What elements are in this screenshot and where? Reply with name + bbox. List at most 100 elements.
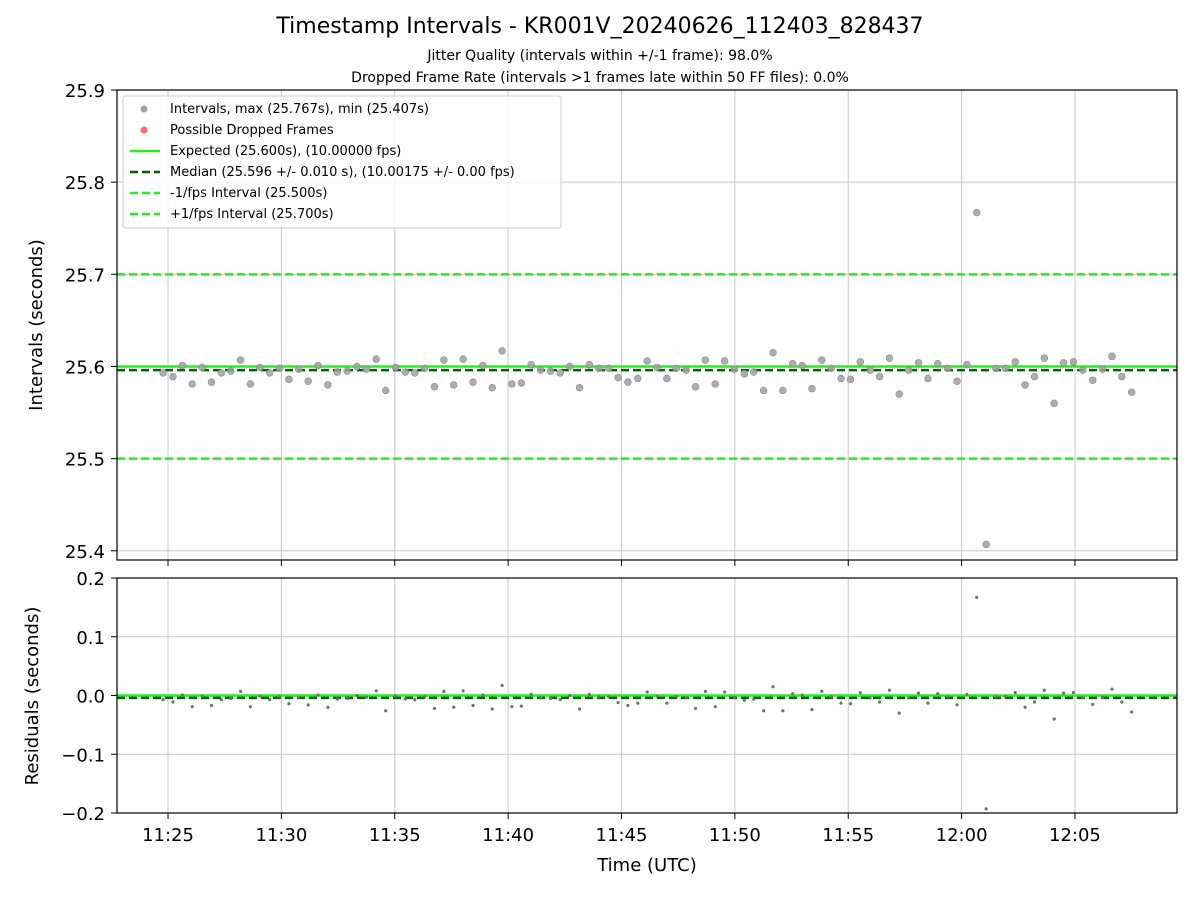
- residual-point: [761, 709, 766, 713]
- residual-point: [461, 689, 465, 693]
- residual-point: [1110, 687, 1114, 691]
- residual-point: [752, 697, 756, 701]
- interval-point: [730, 365, 739, 373]
- residuals-y-axis-label: Residuals (seconds): [22, 607, 43, 786]
- intervals-reference-lines: [117, 273, 1177, 460]
- interval-point: [808, 384, 816, 393]
- interval-point: [720, 357, 729, 365]
- interval-point: [846, 375, 855, 384]
- intervals-x-ticks: [167, 560, 1076, 566]
- residual-point: [326, 705, 330, 709]
- interval-point: [837, 374, 845, 383]
- x-tick-label: 11:55: [822, 825, 874, 846]
- residual-point: [529, 692, 533, 696]
- interval-point: [459, 355, 467, 363]
- residual-point: [500, 683, 504, 688]
- interval-point: [304, 377, 312, 385]
- residual-point: [655, 694, 659, 698]
- interval-point: [333, 368, 342, 376]
- intervals-y-tick-label: 25.7: [65, 265, 105, 286]
- interval-point: [169, 372, 177, 381]
- residual-point: [703, 689, 707, 693]
- residual-point: [742, 698, 746, 702]
- residual-point: [975, 595, 979, 599]
- interval-point: [827, 364, 835, 373]
- residuals-points: [161, 595, 1134, 811]
- residual-point: [1042, 688, 1046, 692]
- residuals-y-tick-label: 0.1: [76, 628, 105, 649]
- residual-point: [684, 696, 688, 700]
- residual-point: [936, 692, 940, 696]
- residual-point: [955, 703, 959, 707]
- residual-point: [771, 685, 775, 689]
- legend: Intervals, max (25.767s), min (25.407s) …: [122, 95, 562, 229]
- residuals-x-ticks: 11:25 11:30 11:35 11:40 11:45 11:50 11:55 12:00…: [142, 813, 1101, 846]
- residual-point: [994, 695, 998, 699]
- interval-point: [934, 360, 942, 368]
- residual-point: [887, 688, 892, 692]
- x-tick-label: 11:45: [596, 825, 648, 846]
- residual-point: [423, 695, 427, 699]
- residual-point: [209, 703, 214, 708]
- residual-point: [636, 701, 640, 705]
- residual-point: [229, 696, 233, 701]
- residual-point: [781, 709, 785, 713]
- interval-point: [1059, 359, 1068, 367]
- interval-point: [1118, 372, 1126, 381]
- interval-point: [818, 356, 826, 364]
- interval-point: [575, 383, 584, 392]
- interval-point: [178, 361, 187, 370]
- residual-point: [490, 707, 494, 711]
- interval-point: [963, 360, 971, 369]
- interval-point: [517, 379, 526, 387]
- interval-point: [188, 380, 196, 388]
- x-tick-label: 11:40: [482, 825, 534, 846]
- residual-point: [1062, 691, 1066, 695]
- interval-point: [769, 348, 777, 357]
- residual-point: [539, 696, 543, 700]
- interval-point: [498, 347, 506, 355]
- residual-point: [374, 689, 378, 693]
- interval-point: [924, 374, 932, 383]
- residual-point: [481, 693, 485, 697]
- residual-point: [297, 695, 301, 699]
- interval-point: [1001, 364, 1010, 373]
- residual-point: [364, 695, 369, 699]
- jitter-quality-subtitle: Jitter Quality (intervals within +/-1 fr…: [427, 48, 773, 64]
- residual-point: [858, 690, 862, 695]
- interval-point: [314, 361, 322, 370]
- interval-point: [159, 369, 167, 377]
- x-tick-label: 11:30: [255, 825, 307, 846]
- interval-point: [353, 362, 361, 371]
- residual-point: [1052, 717, 1056, 721]
- residual-point: [1023, 705, 1027, 709]
- residual-point: [791, 692, 795, 696]
- interval-point: [295, 365, 303, 373]
- interval-point: [585, 360, 594, 369]
- residual-point: [713, 705, 717, 709]
- legend-box: [122, 95, 562, 229]
- residual-point: [471, 703, 475, 708]
- intervals-y-axis-label: Intervals (seconds): [26, 239, 47, 411]
- interval-point: [1021, 381, 1029, 389]
- interval-point: [682, 366, 690, 374]
- interval-point: [759, 386, 768, 395]
- residual-point: [180, 693, 184, 697]
- legend-item-expected: Expected (25.600s), (10.00000 fps): [170, 144, 401, 159]
- residuals-y-ticks: 0.2 0.1 0.0 −0.1 −0.2: [61, 569, 117, 825]
- residual-point: [723, 690, 727, 694]
- residual-point: [568, 693, 572, 698]
- residual-point: [897, 711, 901, 715]
- intervals-y-tick-label: 25.8: [65, 173, 105, 194]
- interval-point: [275, 364, 284, 373]
- residual-point: [519, 704, 523, 708]
- residual-point: [616, 700, 620, 705]
- interval-point: [246, 380, 255, 388]
- residual-point: [306, 703, 310, 707]
- interval-point: [198, 363, 206, 372]
- residual-point: [510, 705, 514, 709]
- residual-point: [674, 695, 678, 699]
- legend-marker-dropped: [140, 126, 148, 134]
- interval-point: [440, 356, 448, 364]
